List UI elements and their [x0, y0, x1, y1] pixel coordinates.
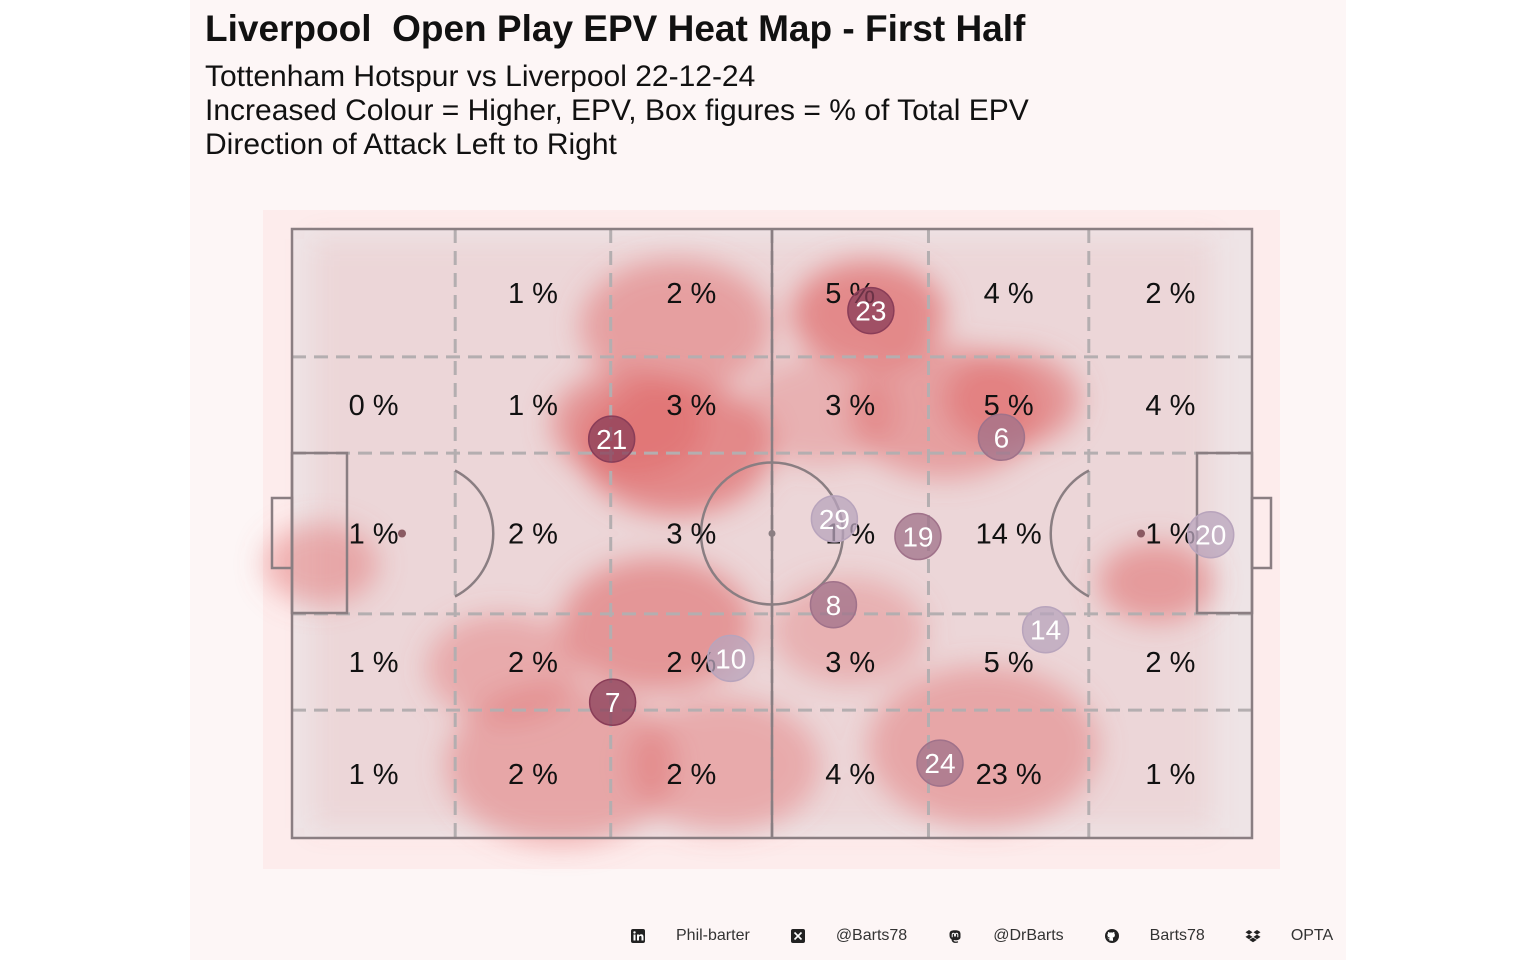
- github-icon: [1104, 928, 1120, 944]
- subtitle-line-legend: Increased Colour = Higher, EPV, Box figu…: [205, 94, 1029, 127]
- player-number: 29: [819, 504, 850, 535]
- footer-label-dropbox: OPTA: [1290, 927, 1334, 944]
- player-number: 6: [994, 422, 1010, 453]
- player-marker: 20: [1186, 510, 1235, 559]
- player-number: 14: [1030, 615, 1061, 646]
- player-number: 23: [855, 296, 886, 327]
- player-marker: 23: [847, 286, 895, 335]
- player-number: 19: [902, 522, 933, 553]
- dropbox-icon: [1245, 928, 1261, 944]
- zone-percent-label: 1 %: [508, 278, 558, 310]
- right-penalty-arc: [1049, 469, 1090, 598]
- linkedin-icon: [630, 928, 646, 944]
- player-number: 24: [924, 748, 955, 779]
- player-number: 10: [715, 643, 746, 674]
- player-number: 7: [605, 687, 621, 718]
- player-marker: 6: [977, 413, 1026, 462]
- player-circle: [894, 512, 942, 561]
- footer-label-linkedin: Phil-barter: [676, 927, 750, 944]
- player-marker: 19: [894, 512, 942, 561]
- zone-percent-label: 2 %: [666, 278, 716, 310]
- chart-title: Liverpool Open Play EPV Heat Map - First…: [205, 8, 1026, 49]
- footer-linkedin[interactable]: Phil-barter: [630, 927, 790, 945]
- zone-percent-label: 1 %: [508, 390, 558, 422]
- player-circle: [977, 413, 1026, 462]
- zone-percent-label: 4 %: [984, 278, 1034, 310]
- player-number: 8: [826, 590, 842, 621]
- right-penalty-spot: [1137, 529, 1145, 538]
- left-penalty-arc: [454, 469, 495, 598]
- pitch-markings: [270, 227, 1273, 840]
- player-circle: [1186, 510, 1235, 559]
- zone-percent-label: 1 %: [349, 759, 399, 791]
- player-circle: [1021, 605, 1070, 654]
- zone-percent-label: 3 %: [825, 647, 875, 679]
- chart-subtitle: Tottenham Hotspur vs Liverpool 22-12-24 …: [205, 60, 1029, 162]
- zone-percent-label: 2 %: [508, 759, 558, 791]
- zone-percent-label: 1 %: [349, 519, 399, 551]
- player-marker: 14: [1021, 605, 1070, 654]
- mastodon-icon: [947, 928, 963, 944]
- zone-percent-label: 4 %: [1145, 390, 1195, 422]
- zone-percent-label: 2 %: [666, 759, 716, 791]
- footer-label-x: @Barts78: [835, 927, 908, 944]
- footer-credits: Phil-barter @Barts78 @DrBarts Barts78 OP…: [630, 924, 1333, 948]
- footer-x[interactable]: @Barts78: [790, 927, 947, 945]
- zone-percent-label: 3 %: [825, 390, 875, 422]
- player-positions: 23 21 6 29 19 20 8 14 10 7 24: [587, 286, 1235, 787]
- subtitle-line-direction: Direction of Attack Left to Right: [205, 128, 617, 161]
- zone-percent-label: 4 %: [825, 759, 875, 791]
- zone-percent-label: 1 %: [349, 647, 399, 679]
- zone-percent-label: 5 %: [984, 647, 1034, 679]
- player-number: 20: [1195, 520, 1226, 551]
- zone-percent-label: 23 %: [976, 759, 1042, 791]
- player-marker: 29: [810, 495, 859, 543]
- subtitle-line-match: Tottenham Hotspur vs Liverpool 22-12-24: [205, 60, 756, 93]
- footer-label-mastodon: @DrBarts: [993, 927, 1064, 944]
- footer-github[interactable]: Barts78: [1104, 927, 1245, 945]
- player-circle: [809, 581, 858, 629]
- zone-percent-label: 2 %: [1145, 278, 1195, 310]
- heat-density-layer: [263, 239, 1214, 846]
- left-penalty-spot: [398, 529, 406, 538]
- footer-mastodon[interactable]: @DrBarts: [947, 927, 1103, 945]
- zone-percent-label: 3 %: [666, 519, 716, 551]
- player-marker: 24: [916, 739, 964, 787]
- player-circle: [706, 634, 755, 683]
- player-circle: [587, 415, 636, 463]
- x-icon: [790, 928, 806, 944]
- centre-spot: [768, 530, 776, 537]
- heat-base-wash: [312, 239, 1212, 828]
- player-circle: [847, 286, 895, 335]
- zone-percent-label: 1 %: [1145, 759, 1195, 791]
- footer-dropbox[interactable]: OPTA: [1245, 927, 1333, 945]
- player-number: 21: [596, 424, 627, 455]
- player-circle: [916, 739, 964, 787]
- zone-labels: 1 % 2 % 5 % 4 % 2 %0 % 1 % 3 % 3 % 5 % 4 %1 % 2 % 3…: [349, 278, 1196, 791]
- player-marker: 7: [588, 678, 637, 726]
- zone-percent-label: 2 %: [1145, 647, 1195, 679]
- right-goal: [1250, 496, 1273, 570]
- player-circle: [588, 678, 637, 726]
- player-marker: 21: [587, 415, 636, 463]
- zone-percent-label: 0 %: [349, 390, 399, 422]
- footer-label-github: Barts78: [1149, 927, 1205, 944]
- zone-percent-label: 14 %: [976, 519, 1042, 551]
- zone-percent-label: 3 %: [666, 390, 716, 422]
- player-circle: [810, 495, 859, 543]
- player-marker: 10: [706, 634, 755, 683]
- player-marker: 8: [809, 581, 858, 629]
- zone-percent-label: 2 %: [508, 519, 558, 551]
- zone-percent-label: 2 %: [508, 647, 558, 679]
- zone-grid: [292, 229, 1252, 838]
- left-goal: [270, 496, 294, 570]
